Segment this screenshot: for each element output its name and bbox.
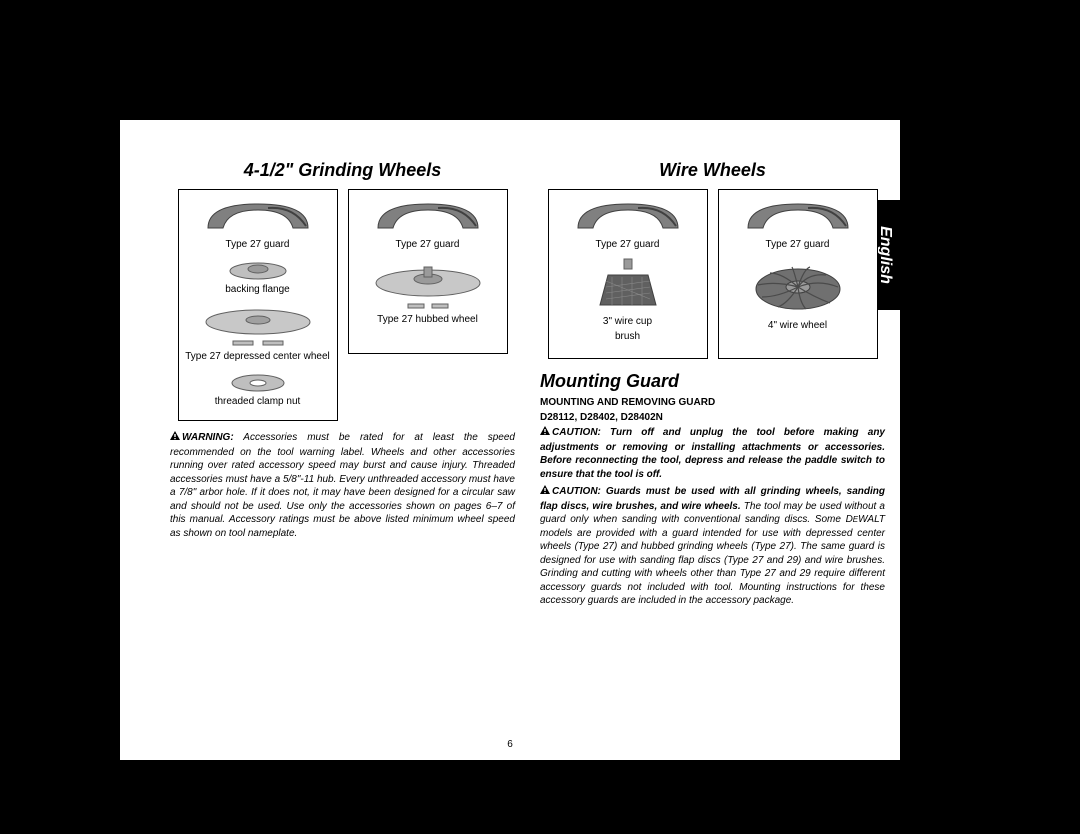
right-column: Wire Wheels Type 27 guard [540,160,885,608]
left-column: 4-1/2" Grinding Wheels Type 27 guard bac… [170,160,515,540]
warning-icon [540,485,550,500]
grinding-box-row: Type 27 guard backing flange Type 27 dep… [170,189,515,421]
guard-label: Type 27 guard [723,238,873,251]
guard-icon [568,196,688,236]
wire-wheel-icon [748,257,848,317]
guard-label: Type 27 guard [183,238,333,251]
spacer-icon [403,301,453,311]
wire-wheel-label: 4" wire wheel [723,319,873,332]
warning-body: Accessories must be rated for at least t… [170,432,515,539]
guard-icon [368,196,488,236]
caution-2: CAUTION: Guards must be used with all gr… [540,485,885,608]
depressed-wheel-icon [198,302,318,338]
wire-cup-icon [588,257,668,313]
guard-label: Type 27 guard [553,238,703,251]
nut-label: threaded clamp nut [183,395,333,408]
page-number: 6 [120,739,900,750]
mounting-guard-title: Mounting Guard [540,371,885,392]
mounting-sub-2: D28112, D28402, D28402N [540,411,885,424]
flange-label: backing flange [183,283,333,296]
grinding-box-2: Type 27 guard Type 27 hubbed wheel [348,189,508,354]
wire-wheels-title: Wire Wheels [540,160,885,181]
backing-flange-icon [223,257,293,281]
grinding-box-1: Type 27 guard backing flange Type 27 dep… [178,189,338,421]
clamp-nut-icon [223,369,293,393]
grinding-wheels-title: 4-1/2" Grinding Wheels [170,160,515,181]
guard-icon [198,196,318,236]
guard-icon [738,196,858,236]
wire-box-2: Type 27 guard 4" wire wheel [718,189,878,359]
wire-box-1: Type 27 guard 3" wire cup brush [548,189,708,359]
hubbed-label: Type 27 hubbed wheel [353,313,503,326]
spacer-icon [228,338,288,348]
warning-icon [170,431,180,446]
wire-box-row: Type 27 guard 3" wire cup brush [540,189,885,359]
cup-label-1: 3" wire cup [553,315,703,328]
guard-label: Type 27 guard [353,238,503,251]
cup-label-2: brush [553,330,703,343]
caution2-body2: WALT models are provided with a guard in… [540,514,885,606]
warning-icon [540,426,550,441]
warning-paragraph: WARNING: Accessories must be rated for a… [170,431,515,540]
warning-lead: WARNING: [182,432,234,443]
manual-page: English 4-1/2" Grinding Wheels Type 27 g… [120,120,900,760]
hubbed-wheel-icon [368,257,488,301]
caution1-lead: CAUTION: [552,427,601,438]
wheel-label: Type 27 depressed center wheel [183,350,333,363]
caution2-lead: CAUTION: [552,486,601,497]
mounting-sub-1: MOUNTING AND REMOVING GUARD [540,396,885,409]
caution-1: CAUTION: Turn off and unplug the tool be… [540,426,885,481]
